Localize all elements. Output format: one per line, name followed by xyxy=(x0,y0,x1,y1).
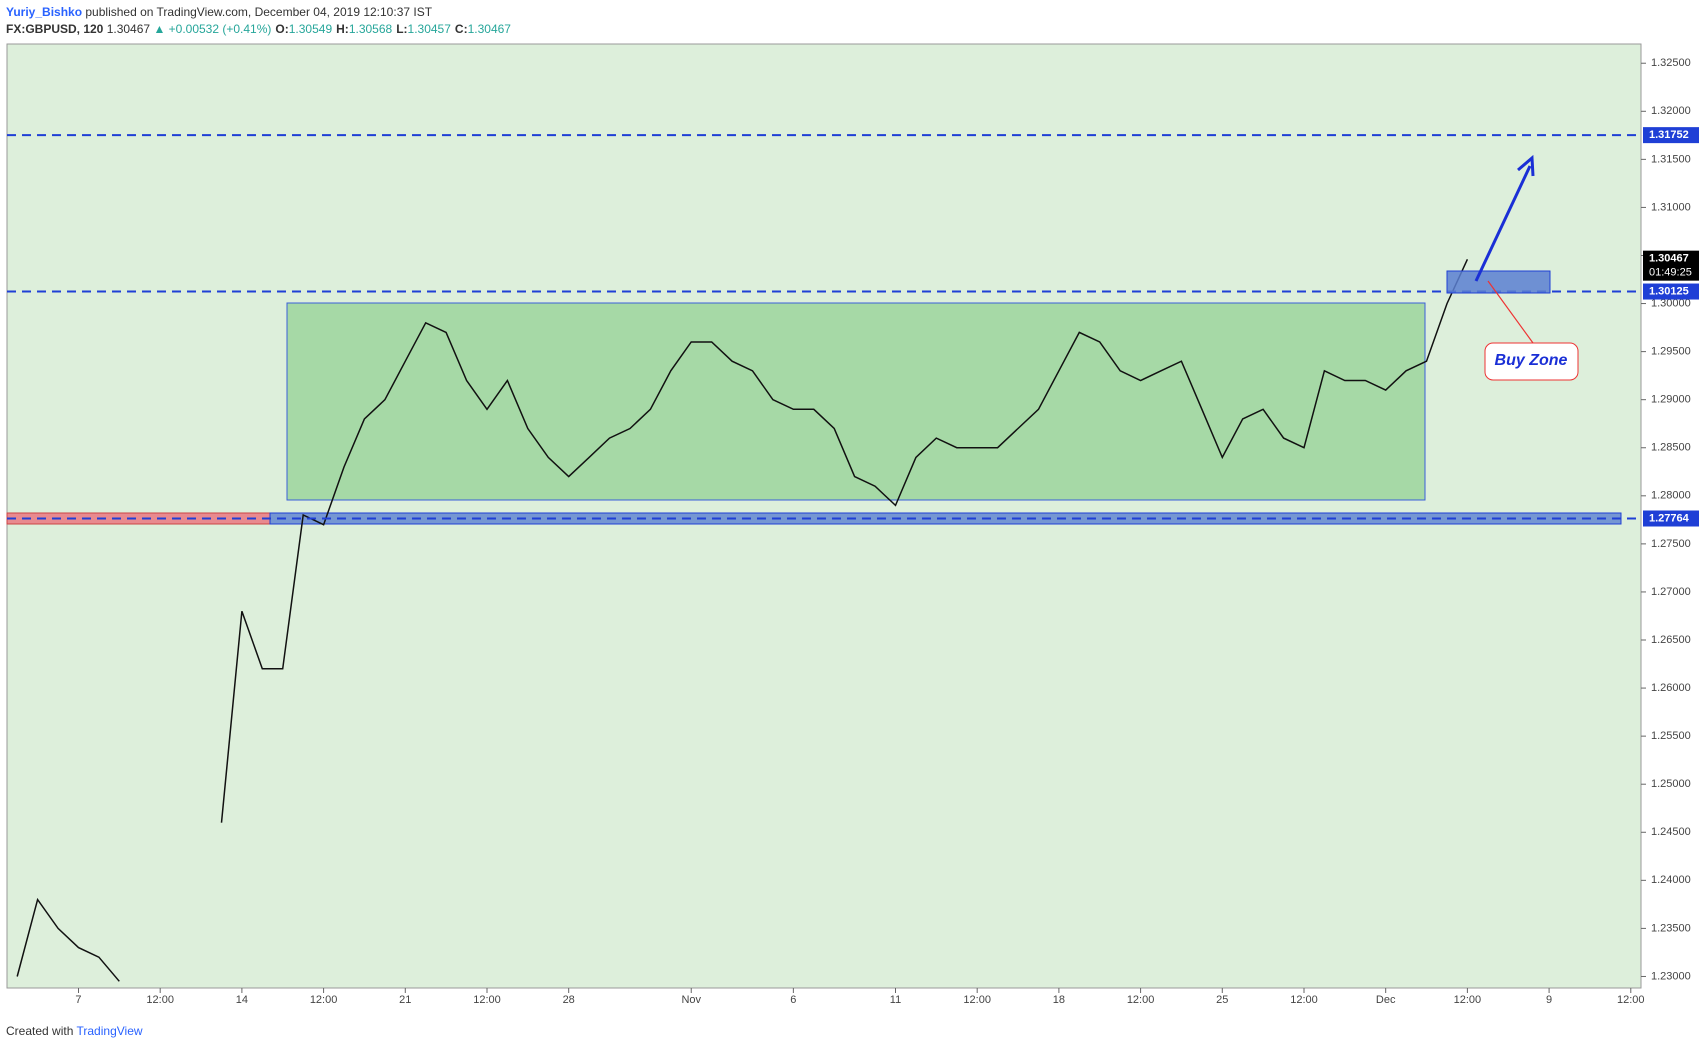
created: Created with xyxy=(6,1024,73,1038)
symbol-line: FX:GBPUSD, 120 1.30467 ▲ +0.00532 (+0.41… xyxy=(6,22,511,36)
ohlc-value: 1.30549 xyxy=(289,22,333,36)
brand[interactable]: TradingView xyxy=(77,1024,143,1038)
level-label-bg xyxy=(1643,510,1699,527)
level-label-bg xyxy=(1643,127,1699,144)
x-tick-label: Dec xyxy=(1376,994,1396,1006)
header-line: Yuriy_Bishko published on TradingView.co… xyxy=(6,5,433,19)
ohlc-label: C: xyxy=(455,22,468,36)
red-zone xyxy=(6,512,271,525)
buy-zone-box xyxy=(1446,270,1551,294)
x-tick-label: 11 xyxy=(890,994,901,1006)
x-tick-label: 12:00 xyxy=(1617,994,1645,1006)
grid xyxy=(77,988,1632,993)
change: ▲ +0.00532 (+0.41%) xyxy=(153,22,271,36)
x-tick-label: 12:00 xyxy=(473,994,501,1006)
x-tick-label: 12:00 xyxy=(1454,994,1482,1006)
x-tick-label: 6 xyxy=(790,994,796,1006)
ohlc-value: 1.30568 xyxy=(349,22,393,36)
y-tick-label: 1.31500 xyxy=(1651,153,1691,165)
ohlc-label: L: xyxy=(396,22,407,36)
annotation: Buy Zone xyxy=(1495,352,1568,369)
y-tick-label: 1.27000 xyxy=(1651,586,1691,598)
x-tick-label: 7 xyxy=(75,994,81,1006)
y-tick-label: 1.29000 xyxy=(1651,394,1691,406)
y-tick-label: 1.30000 xyxy=(1651,297,1691,309)
x-tick-label: 25 xyxy=(1216,994,1228,1006)
y-tick-label: 1.26500 xyxy=(1651,634,1691,646)
x-tick-label: 14 xyxy=(236,994,248,1006)
y-tick-label: 1.23500 xyxy=(1651,922,1691,934)
x-tick-label: 9 xyxy=(1546,994,1552,1006)
y-tick-label: 1.32000 xyxy=(1651,105,1691,117)
y-tick-label: 1.27500 xyxy=(1651,538,1691,550)
ohlc: O:1.30549 H:1.30568 L:1.30457 C:1.30467 xyxy=(275,22,511,36)
footer-created: Created with TradingView xyxy=(6,1024,143,1038)
ohlc-label: O: xyxy=(275,22,288,36)
y-tick-label: 1.24000 xyxy=(1651,874,1691,886)
y-tick-label: 1.25500 xyxy=(1651,730,1691,742)
price-plot xyxy=(7,134,1641,982)
y-tick-label: 1.28500 xyxy=(1651,442,1691,454)
last-price-bg xyxy=(1643,250,1699,281)
y-tick-label: 1.26000 xyxy=(1651,682,1691,694)
last: 1.30467 xyxy=(107,22,151,36)
x-tick-label: 12:00 xyxy=(1127,994,1155,1006)
range-box xyxy=(286,302,1426,501)
level-label: 1.30125 xyxy=(1649,285,1689,297)
x-tick-label: 12:00 xyxy=(1290,994,1318,1006)
last-price-label: 1.30467 xyxy=(1649,253,1689,265)
level-label: 1.27764 xyxy=(1649,512,1690,524)
y-tick-label: 1.23000 xyxy=(1651,970,1691,982)
x-tick-label: 18 xyxy=(1053,994,1065,1006)
level-label: 1.31752 xyxy=(1649,129,1689,141)
arrow-head xyxy=(1517,154,1535,177)
y-tick-label: 1.29500 xyxy=(1651,346,1691,358)
y-tick-label: 1.31000 xyxy=(1651,201,1691,213)
countdown: 01:49:25 xyxy=(1649,267,1692,279)
x-tick-label: 12:00 xyxy=(963,994,991,1006)
y-tick-label: 1.25000 xyxy=(1651,778,1691,790)
price-line xyxy=(16,258,1469,982)
y-tick-label: 1.32500 xyxy=(1651,57,1691,69)
callout-box xyxy=(1484,342,1579,381)
x-tick-label: 12:00 xyxy=(146,994,174,1006)
y-tick-label: 1.28000 xyxy=(1651,490,1691,502)
author[interactable]: Yuriy_Bishko xyxy=(6,5,82,19)
ohlc-value: 1.30457 xyxy=(408,22,452,36)
ohlc-label: H: xyxy=(336,22,349,36)
arrow xyxy=(1474,165,1532,282)
x-tick-label: 12:00 xyxy=(310,994,338,1006)
x-tick-label: Nov xyxy=(681,994,701,1006)
published: published on TradingView.com, December 0… xyxy=(85,5,432,19)
ohlc-value: 1.30467 xyxy=(468,22,512,36)
symbol: FX:GBPUSD, 120 xyxy=(6,22,104,36)
x-tick-label: 21 xyxy=(399,994,411,1006)
level-label-bg xyxy=(1643,283,1699,300)
y-tick-label: 1.24500 xyxy=(1651,826,1691,838)
callout-pointer xyxy=(1487,280,1534,344)
x-tick-label: 28 xyxy=(563,994,575,1006)
